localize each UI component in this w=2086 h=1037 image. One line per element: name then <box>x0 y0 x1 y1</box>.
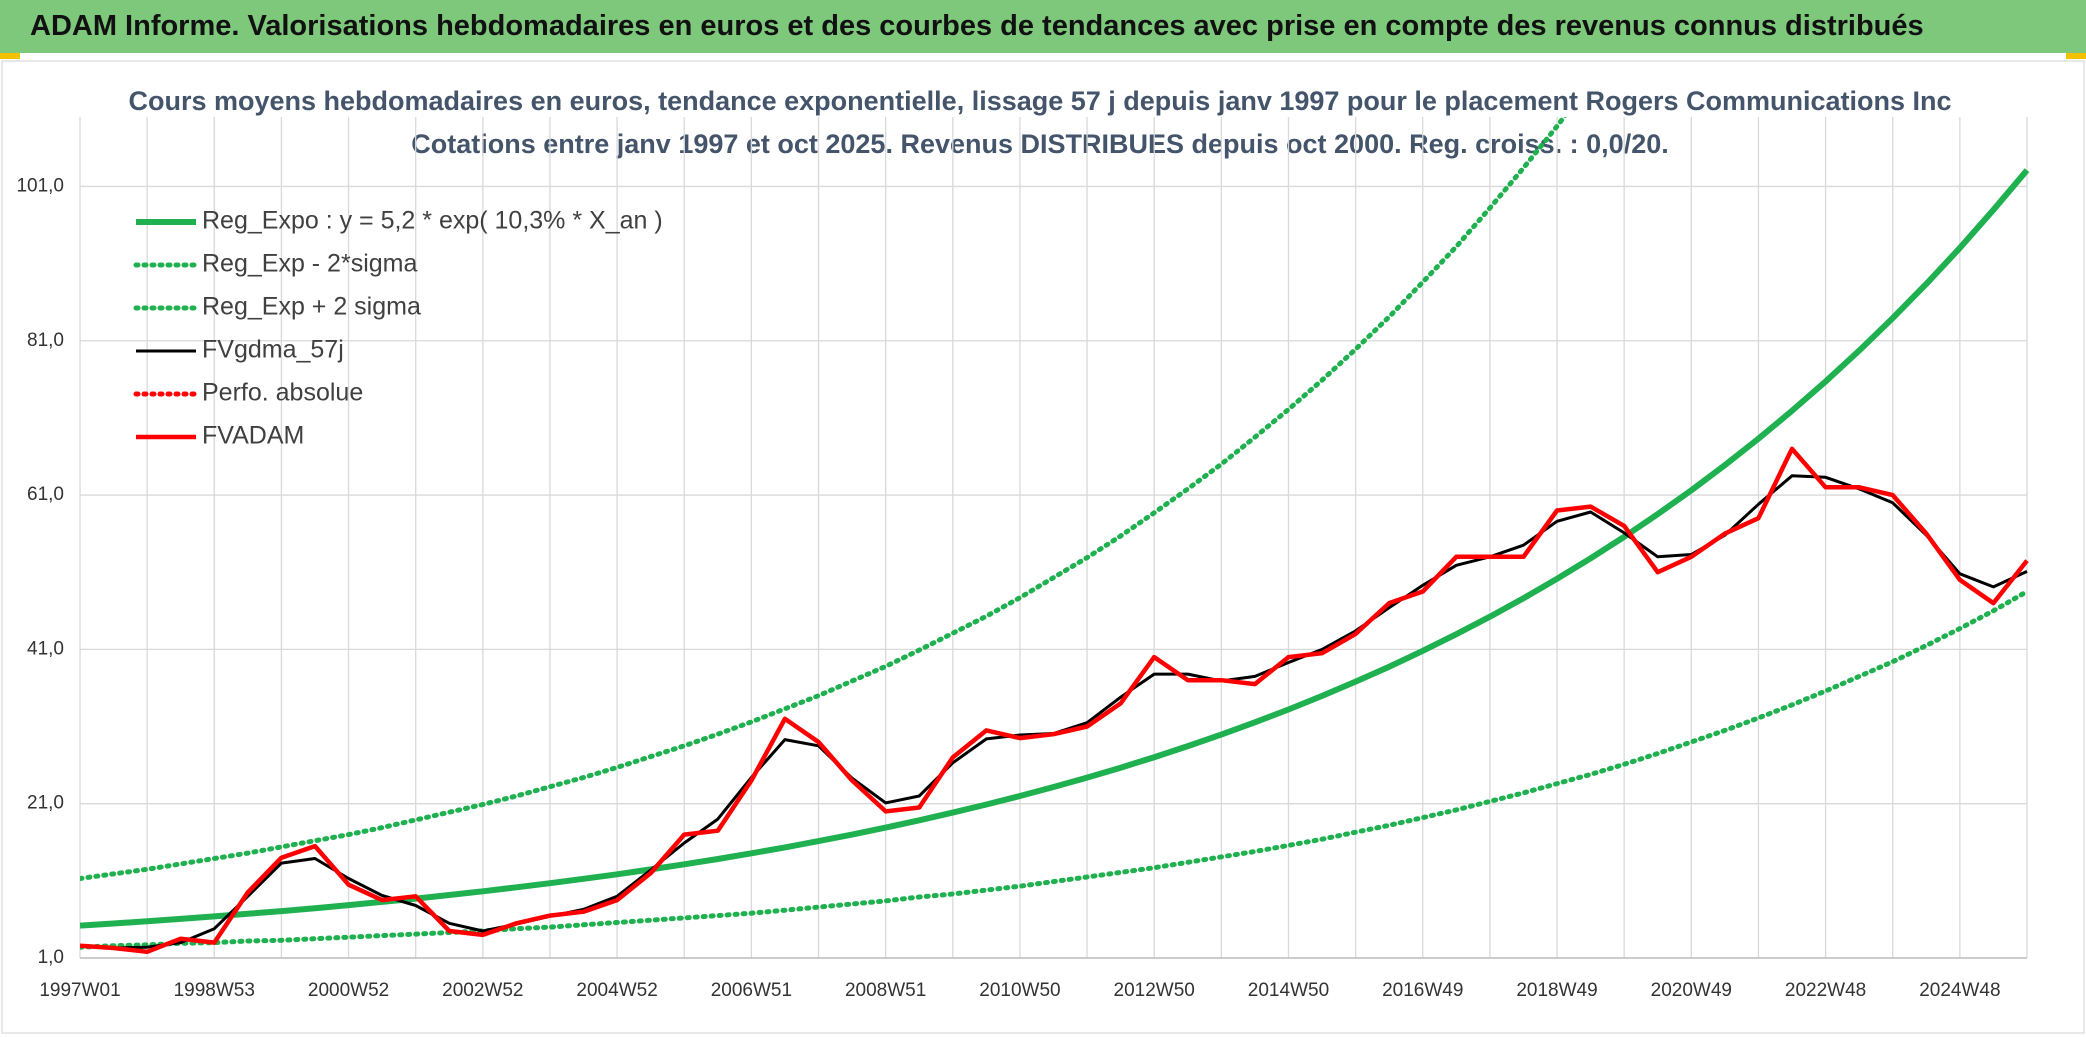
legend-label: Perfo. absolue <box>202 379 363 407</box>
corner-mark <box>2066 53 2086 59</box>
y-tick-label: 41,0 <box>27 638 64 659</box>
y-tick-label: 1,0 <box>38 947 64 968</box>
x-tick-label: 2000W52 <box>308 980 389 1001</box>
series-line <box>80 589 2030 950</box>
x-tick-label: 2016W49 <box>1382 980 1463 1001</box>
series-line <box>80 446 2029 955</box>
y-tick-label: 81,0 <box>27 330 64 351</box>
legend-label: FVgdma_57j <box>202 336 344 364</box>
header-bar: ADAM Informe. Valorisations hebdomadaire… <box>0 0 2086 53</box>
x-tick-label: 1998W53 <box>174 980 255 1001</box>
legend-label: Reg_Expo : y = 5,2 * exp( 10,3% * X_an ) <box>202 207 663 235</box>
x-tick-label: 2018W49 <box>1516 980 1597 1001</box>
page-title: ADAM Informe. Valorisations hebdomadaire… <box>30 10 1924 42</box>
x-tick-label: 2002W52 <box>442 980 523 1001</box>
x-tick-label: 2012W50 <box>1114 980 1195 1001</box>
x-tick-label: 2008W51 <box>845 980 926 1001</box>
legend-label: Reg_Exp - 2*sigma <box>202 250 417 278</box>
x-tick-label: 2020W49 <box>1651 980 1732 1001</box>
legend-label: Reg_Exp + 2 sigma <box>202 293 421 321</box>
legend-label: FVADAM <box>202 422 304 450</box>
y-tick-label: 21,0 <box>27 793 64 814</box>
x-tick-label: 2006W51 <box>711 980 792 1001</box>
series-line <box>80 117 1568 881</box>
x-tick-label: 2004W52 <box>576 980 657 1001</box>
corner-mark <box>0 53 20 59</box>
chart: Cours moyens hebdomadaires en euros, ten… <box>1 60 2085 1034</box>
y-tick-label: 101,0 <box>16 175 64 196</box>
x-tick-label: 2010W50 <box>979 980 1060 1001</box>
x-tick-label: 2022W48 <box>1785 980 1866 1001</box>
chart-title: Cours moyens hebdomadaires en euros, ten… <box>128 86 1951 116</box>
x-tick-label: 2014W50 <box>1248 980 1329 1001</box>
x-tick-label: 1997W01 <box>39 980 120 1001</box>
chart-subtitle: Cotations entre janv 1997 et oct 2025. R… <box>411 129 1668 159</box>
x-tick-label: 2024W48 <box>1919 980 2000 1001</box>
y-tick-label: 61,0 <box>27 484 64 505</box>
